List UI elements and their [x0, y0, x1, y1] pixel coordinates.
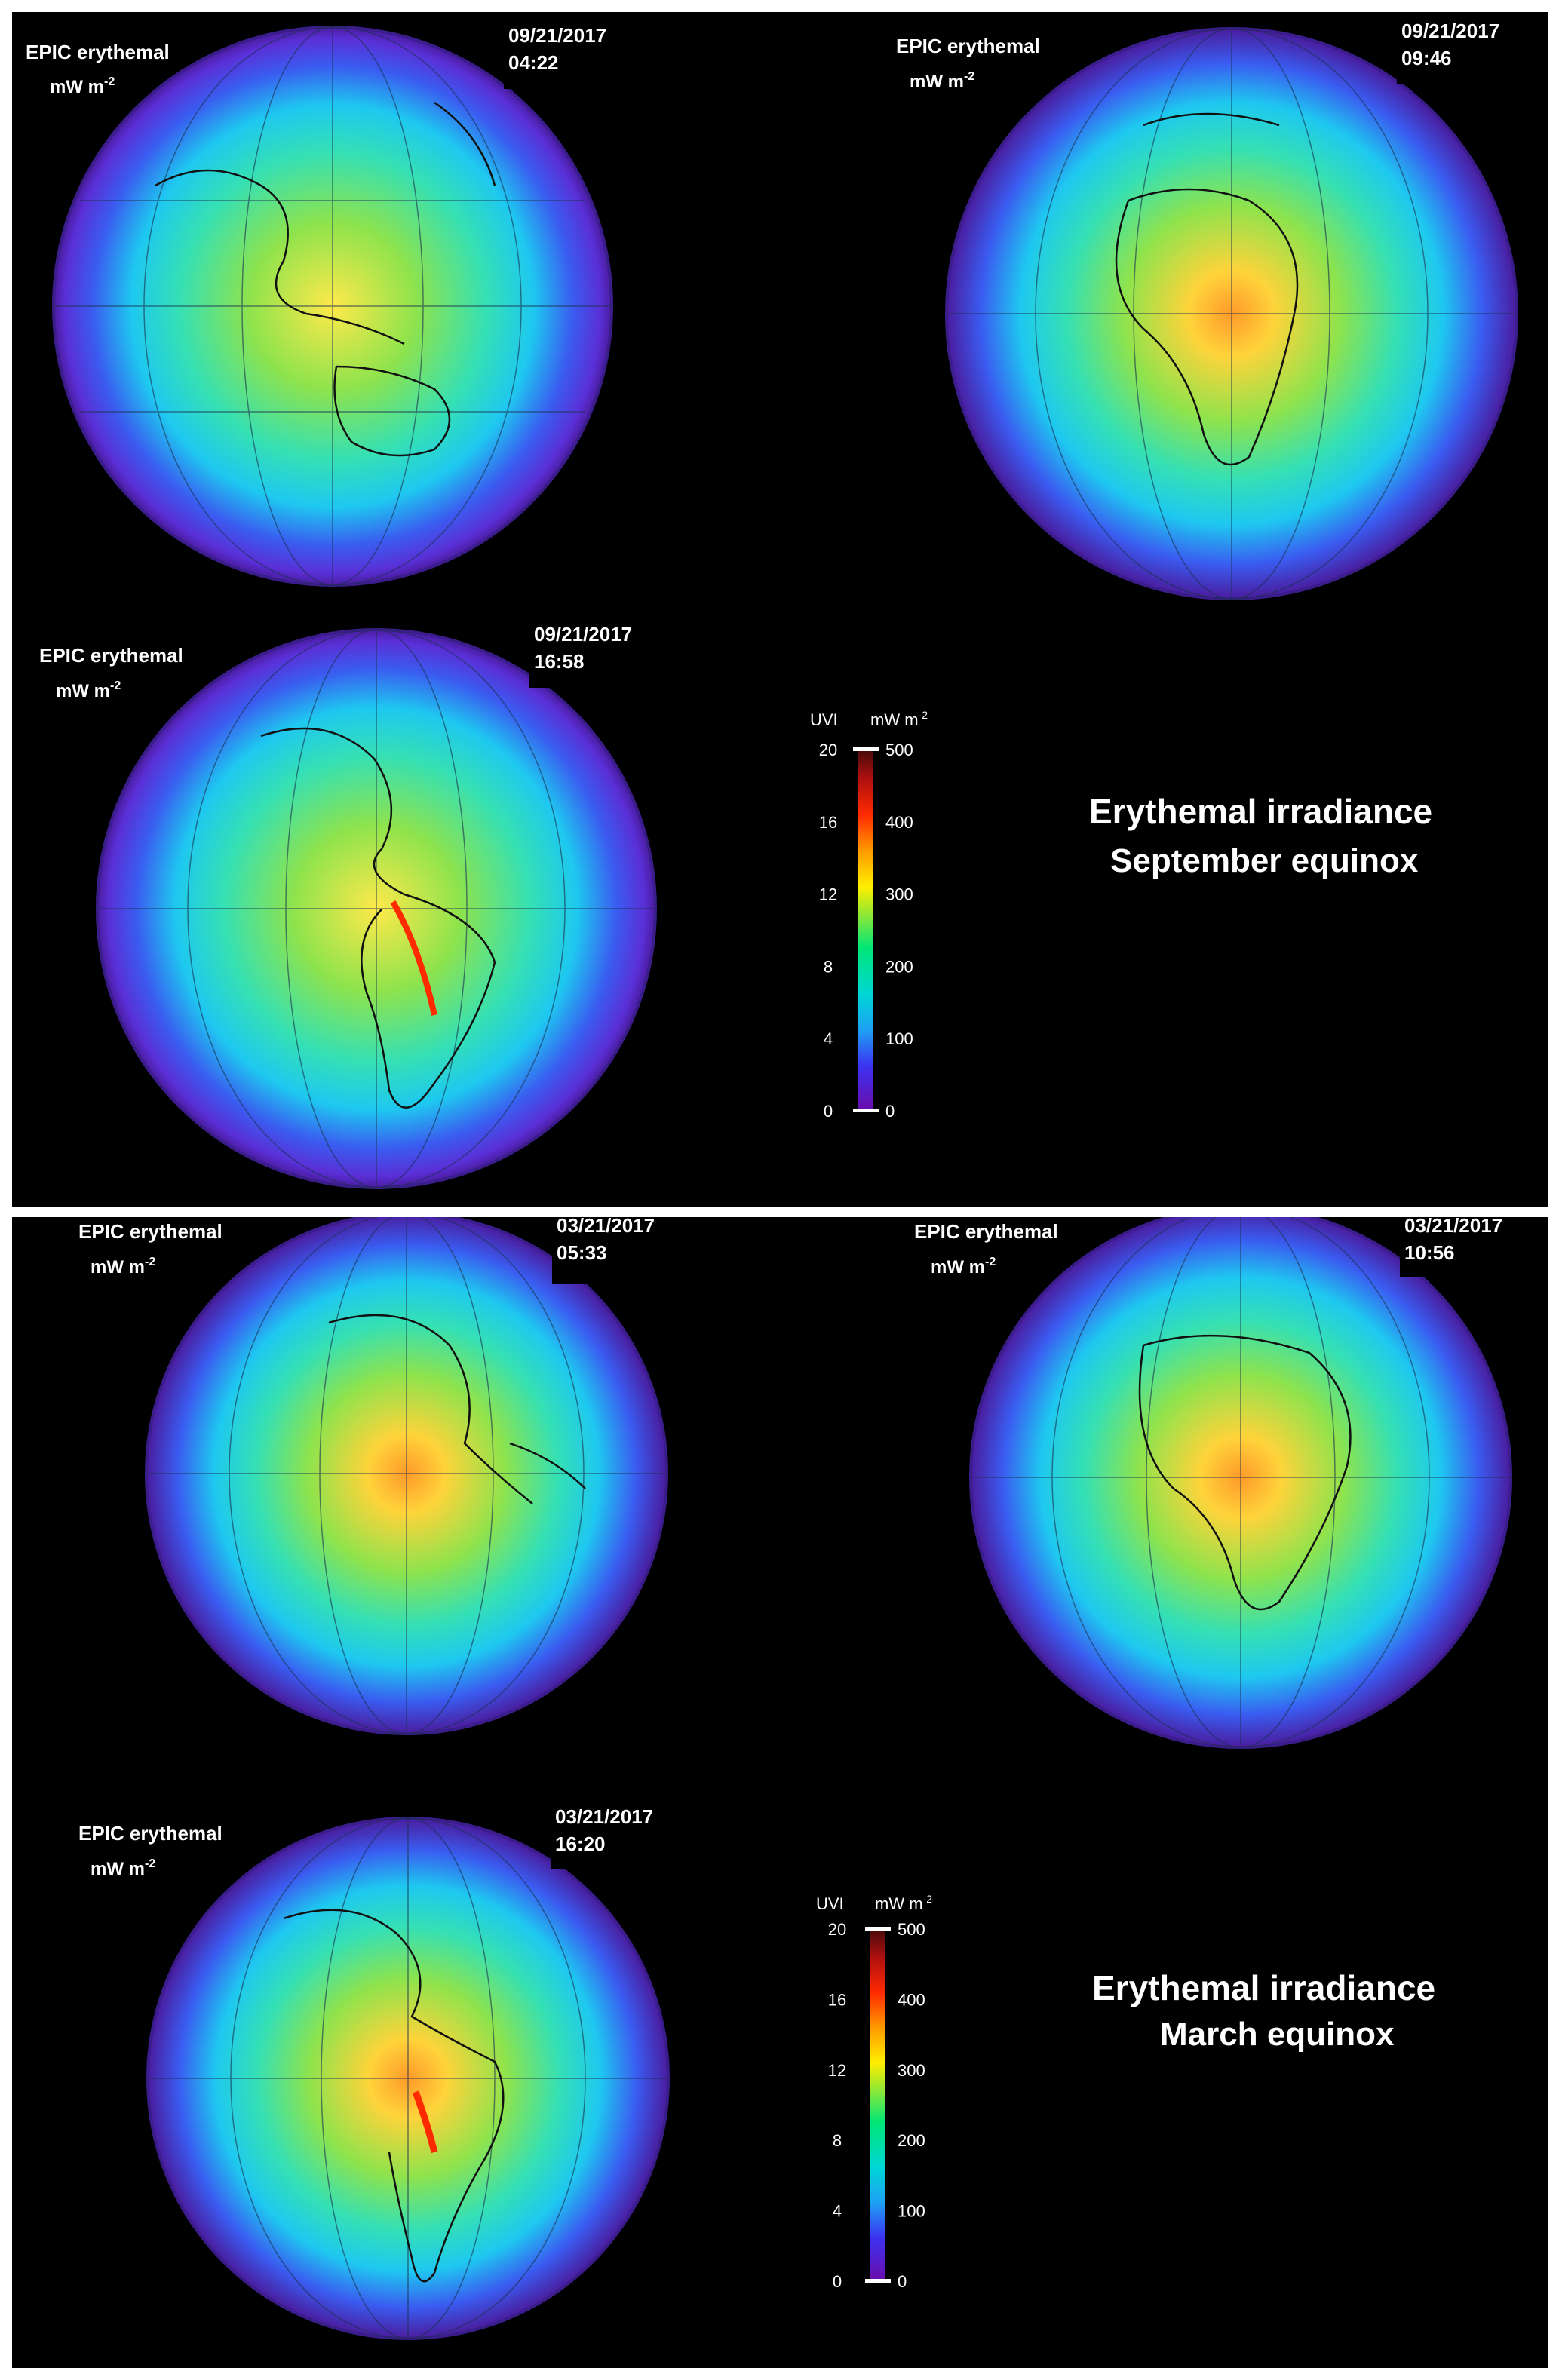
march-figure: EPIC erythemal mW m-2 03/21/2017 05:33 E…	[78, 1217, 1543, 2340]
colorbar-tick-label: 400	[898, 1990, 925, 2009]
map-date: 09/21/2017	[534, 623, 632, 646]
map-date: 03/21/2017	[557, 1217, 655, 1237]
map-unit-label: mW m-2	[91, 1857, 155, 1879]
sept-globe-1	[52, 26, 613, 587]
march-globe-2	[969, 1217, 1512, 1749]
graticule	[146, 1217, 667, 1734]
colorbar-tick-label: 20	[819, 741, 837, 759]
map-time: 05:33	[557, 1241, 607, 1264]
colorbar-mw-ticks: 500 400 300 200 100 0	[898, 1920, 925, 2291]
map-time: 16:20	[555, 1833, 606, 1855]
march-globe-3	[146, 1817, 670, 2340]
sept-globe-2	[945, 27, 1518, 600]
colorbar-gradient	[858, 750, 873, 1109]
graticule	[148, 1817, 668, 2339]
graticule	[54, 26, 612, 586]
colorbar-tick-label: 100	[898, 2202, 925, 2221]
map-unit-label: mW m-2	[91, 1256, 155, 1277]
coastlines	[283, 1909, 505, 2283]
colorbar-mw-ticks: 500 400 300 200 100 0	[885, 741, 913, 1121]
september-panel: EPIC erythemal mW m-2 09/21/2017 04:22 E…	[12, 12, 1548, 1207]
map-product-label: EPIC erythemal	[78, 1822, 222, 1845]
coastlines	[260, 727, 496, 1109]
graticule	[971, 1217, 1511, 1748]
march-title-line2: March equinox	[1160, 2016, 1395, 2053]
colorbar-tick-label: 500	[898, 1920, 925, 1939]
timestamp-box	[551, 1801, 679, 1869]
september-colorbar: UVI mW m-2 20 16 12 8 4 0 500 400 300 200 100 0	[810, 709, 928, 1121]
map-date: 09/21/2017	[1401, 20, 1499, 42]
colorbar-uvi-ticks: 20 16 12 8 4 0	[828, 1920, 846, 2291]
colorbar-tick-label: 400	[885, 813, 913, 832]
colorbar-tick-label: 8	[833, 2131, 842, 2150]
graticule	[947, 28, 1517, 600]
coastlines	[1115, 112, 1299, 466]
colorbar-top-cap	[853, 747, 879, 751]
coastlines	[328, 1314, 586, 1504]
colorbar-tick-label: 300	[885, 885, 913, 904]
map-unit-label: mW m-2	[910, 70, 974, 92]
map-time: 16:58	[534, 650, 585, 673]
map-product-label: EPIC erythemal	[914, 1220, 1058, 1243]
colorbar-gradient	[870, 1930, 885, 2280]
colorbar-tick-label: 16	[819, 813, 837, 832]
map-time: 04:22	[508, 51, 559, 74]
colorbar-bottom-cap	[865, 2279, 891, 2283]
colorbar-tick-label: 4	[824, 1029, 833, 1048]
colorbar-tick-label: 4	[833, 2202, 842, 2221]
colorbar-tick-label: 8	[824, 957, 833, 976]
map-date: 09/21/2017	[508, 24, 606, 47]
colorbar-mw-label: mW m-2	[875, 1893, 932, 1913]
colorbar-tick-label: 16	[828, 1990, 846, 2009]
map-product-label: EPIC erythemal	[39, 644, 183, 667]
colorbar-tick-label: 12	[819, 885, 837, 904]
colorbar-tick-label: 200	[898, 2131, 925, 2150]
timestamp-box	[552, 1217, 688, 1284]
map-product-label: EPIC erythemal	[896, 35, 1040, 57]
colorbar-uvi-ticks: 20 16 12 8 4 0	[819, 741, 837, 1121]
colorbar-tick-label: 0	[898, 2272, 907, 2291]
colorbar-tick-label: 200	[885, 957, 913, 976]
colorbar-tick-label: 100	[885, 1029, 913, 1048]
september-title-line1: Erythemal irradiance	[1089, 792, 1432, 831]
colorbar-uvi-label: UVI	[816, 1894, 844, 1913]
colorbar-bottom-cap	[853, 1109, 879, 1112]
colorbar-tick-label: 300	[898, 2061, 925, 2080]
colorbar-tick-label: 0	[885, 1102, 895, 1121]
andes-hotspot	[412, 2090, 438, 2154]
march-title-line1: Erythemal irradiance	[1092, 1968, 1435, 2007]
colorbar-mw-label: mW m-2	[870, 709, 928, 729]
graticule	[97, 629, 655, 1188]
colorbar-tick-label: 20	[828, 1920, 846, 1939]
map-unit-label: mW m-2	[931, 1256, 996, 1277]
timestamp-box	[1400, 1217, 1543, 1277]
map-time: 10:56	[1404, 1241, 1455, 1264]
march-globe-1	[145, 1217, 668, 1735]
colorbar-tick-label: 0	[824, 1102, 833, 1121]
september-title-line2: September equinox	[1110, 842, 1419, 879]
map-product-label: EPIC erythemal	[26, 41, 170, 63]
colorbar-tick-label: 0	[833, 2272, 842, 2291]
andes-hotspot	[390, 900, 437, 1016]
colorbar-tick-label: 12	[828, 2061, 846, 2080]
map-date: 03/21/2017	[555, 1805, 653, 1828]
colorbar-uvi-label: UVI	[810, 710, 838, 729]
march-colorbar: UVI mW m-2 20 16 12 8 4 0 500 400 300 200 100 0	[816, 1893, 932, 2291]
coastlines	[155, 101, 496, 457]
sept-globe-3	[96, 628, 657, 1189]
march-panel: EPIC erythemal mW m-2 03/21/2017 05:33 E…	[12, 1217, 1548, 2368]
timestamp-box	[504, 20, 632, 89]
timestamp-box	[1397, 17, 1540, 84]
map-unit-label: mW m-2	[50, 75, 115, 97]
coastlines	[1138, 1334, 1352, 1611]
colorbar-tick-label: 500	[885, 741, 913, 759]
map-date: 03/21/2017	[1404, 1217, 1502, 1237]
timestamp-box	[529, 618, 658, 688]
september-figure: EPIC erythemal mW m-2 09/21/2017 04:22 E…	[26, 17, 1540, 1189]
map-unit-label: mW m-2	[56, 679, 121, 701]
colorbar-top-cap	[865, 1927, 891, 1931]
map-product-label: EPIC erythemal	[78, 1220, 222, 1243]
map-time: 09:46	[1401, 47, 1452, 69]
